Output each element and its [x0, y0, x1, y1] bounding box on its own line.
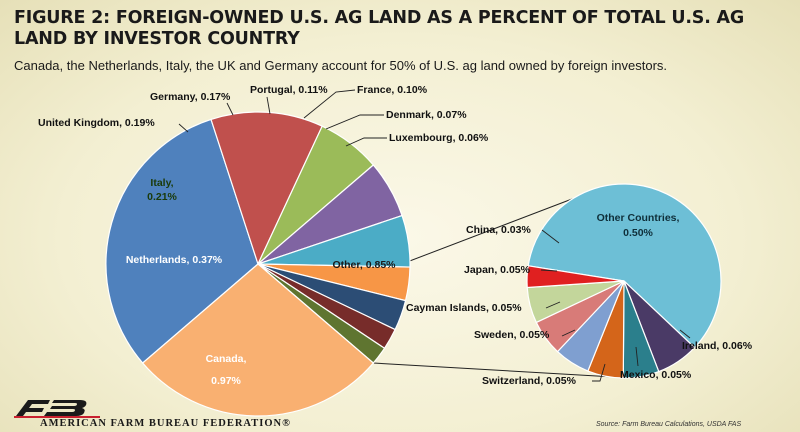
value-label-canada: 0.97% — [211, 375, 241, 387]
label-mexico: Mexico, 0.05% — [620, 369, 692, 381]
leader-ireland — [679, 329, 691, 339]
label-denmark: Denmark, 0.07% — [386, 109, 467, 121]
label-ireland: Ireland, 0.06% — [682, 340, 753, 352]
slice-other — [141, 263, 375, 417]
label-switzerland: Switzerland, 0.05% — [482, 375, 577, 387]
label-france: France, 0.10% — [357, 84, 428, 96]
chart-subtitle: Canada, the Netherlands, Italy, the UK a… — [14, 58, 668, 73]
organization-name: AMERICAN FARM BUREAU FEDERATION® — [40, 418, 291, 429]
label-china: China, 0.03% — [466, 224, 531, 236]
label-united-kingdom: United Kingdom, 0.19% — [38, 117, 155, 129]
leader-switzerland — [592, 363, 606, 382]
label-germany: Germany, 0.17% — [150, 91, 231, 103]
value-label-italy: 0.21% — [147, 191, 177, 203]
source-note: Source: Farm Bureau Calculations, USDA F… — [596, 421, 742, 428]
leader-cayman-islands — [545, 301, 561, 309]
leader-united-kingdom — [178, 123, 189, 133]
leader-france — [303, 89, 356, 119]
slice-china — [526, 265, 625, 289]
main-pie — [105, 111, 411, 417]
connector-line-bottom — [373, 362, 615, 378]
afbf-logo — [14, 400, 100, 418]
leader-portugal — [266, 96, 271, 115]
value-label-other-countries: 0.50% — [623, 227, 653, 239]
label-other-countries: Other Countries, — [597, 212, 680, 224]
chart-title: FIGURE 2: FOREIGN-OWNED U.S. AG LAND AS … — [14, 8, 745, 49]
slice-canada — [105, 118, 259, 364]
label-italy: Italy, — [150, 177, 173, 189]
secondary-pie — [526, 183, 722, 379]
label-other: Other, 0.85% — [332, 259, 396, 271]
leader-luxembourg — [345, 137, 387, 147]
label-canada: Canada, — [206, 353, 247, 365]
label-japan: Japan, 0.05% — [464, 264, 531, 276]
data-labels: Canada, 0.97% Netherlands, 0.37% Italy, 0.21… — [38, 84, 753, 387]
label-netherlands: Netherlands, 0.37% — [126, 254, 223, 266]
leader-mexico — [635, 346, 639, 367]
leader-denmark — [325, 114, 384, 130]
label-luxembourg: Luxembourg, 0.06% — [389, 132, 489, 144]
label-portugal: Portugal, 0.11% — [250, 84, 328, 96]
leader-china — [541, 229, 560, 244]
leader-japan — [540, 269, 558, 272]
leader-sweden — [561, 329, 576, 337]
leader-germany — [226, 102, 234, 116]
label-sweden: Sweden, 0.05% — [474, 329, 550, 341]
slice-other-countries — [527, 183, 722, 349]
leader-lines — [178, 89, 691, 382]
label-cayman-islands: Cayman Islands, 0.05% — [406, 302, 522, 314]
slice-netherlands — [210, 111, 323, 266]
